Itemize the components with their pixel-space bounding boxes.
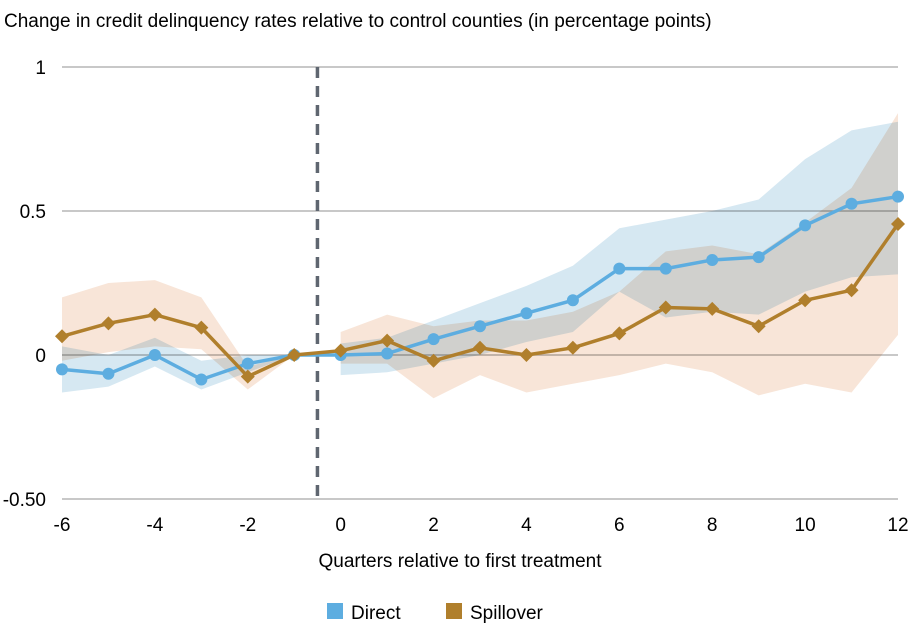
confidence-bands: [62, 113, 899, 399]
direct-point: [845, 197, 858, 210]
direct-point: [148, 349, 161, 361]
spillover-legend-label: Spillover: [470, 603, 544, 624]
spillover-point: [147, 307, 162, 322]
spillover-point: [798, 293, 813, 308]
direct-point: [474, 320, 486, 333]
y-tick-label: 1: [35, 58, 46, 79]
chart-title: Change in credit delinquency rates relat…: [4, 11, 712, 32]
x-tick-label: 10: [795, 515, 816, 536]
direct-point: [706, 253, 719, 266]
direct-point: [427, 333, 440, 346]
direct-legend-swatch: [327, 603, 343, 619]
y-tick-label: -0.50: [3, 490, 46, 511]
direct-point: [381, 347, 394, 360]
direct-point: [613, 262, 626, 275]
x-tick-label: 6: [614, 515, 625, 536]
direct-legend-label: Direct: [351, 603, 401, 624]
direct-point: [799, 219, 812, 232]
spillover-point: [426, 353, 441, 368]
spillover-point: [844, 283, 859, 298]
direct-point: [195, 373, 208, 386]
spillover-legend-swatch: [446, 603, 462, 619]
x-tick-label: 0: [335, 515, 346, 536]
direct-point: [566, 294, 579, 307]
spillover-point: [612, 326, 627, 341]
spillover-point: [287, 348, 302, 362]
legend: Direct Spillover: [327, 603, 544, 624]
direct-point: [752, 251, 765, 264]
x-axis-ticks: -6 -4 -2 0 2 4 6 8 10 12: [54, 515, 909, 536]
direct-confidence-band: [62, 337, 295, 393]
spillover-point: [751, 319, 766, 334]
x-tick-label: -2: [239, 515, 256, 536]
spillover-point: [194, 320, 209, 335]
y-axis-ticks: 1 0.5 0 -0.50: [3, 58, 46, 511]
spillover-point: [705, 301, 720, 316]
x-tick-label: 2: [428, 515, 439, 536]
spillover-point: [55, 329, 69, 344]
x-axis-label: Quarters relative to first treatment: [319, 551, 603, 572]
y-tick-label: 0: [35, 346, 46, 367]
spillover-point: [101, 316, 116, 331]
x-tick-label: -6: [54, 515, 71, 536]
series-lines: [55, 190, 905, 386]
direct-point: [892, 190, 904, 203]
spillover-point: [891, 216, 905, 231]
direct-point: [56, 363, 68, 376]
spillover-point: [565, 340, 580, 355]
x-tick-label: -4: [146, 515, 163, 536]
spillover-point: [333, 343, 348, 358]
direct-point: [520, 307, 533, 320]
spillover-point: [658, 300, 673, 315]
spillover-point: [519, 348, 534, 362]
direct-point: [102, 367, 115, 380]
y-tick-label: 0.5: [20, 202, 46, 223]
direct-point: [659, 262, 672, 275]
direct-point: [241, 357, 254, 370]
x-tick-label: 12: [887, 515, 908, 536]
x-tick-label: 4: [521, 515, 532, 536]
x-tick-label: 8: [707, 515, 718, 536]
spillover-point: [380, 333, 395, 348]
spillover-point: [240, 369, 255, 384]
spillover-point: [473, 340, 487, 355]
